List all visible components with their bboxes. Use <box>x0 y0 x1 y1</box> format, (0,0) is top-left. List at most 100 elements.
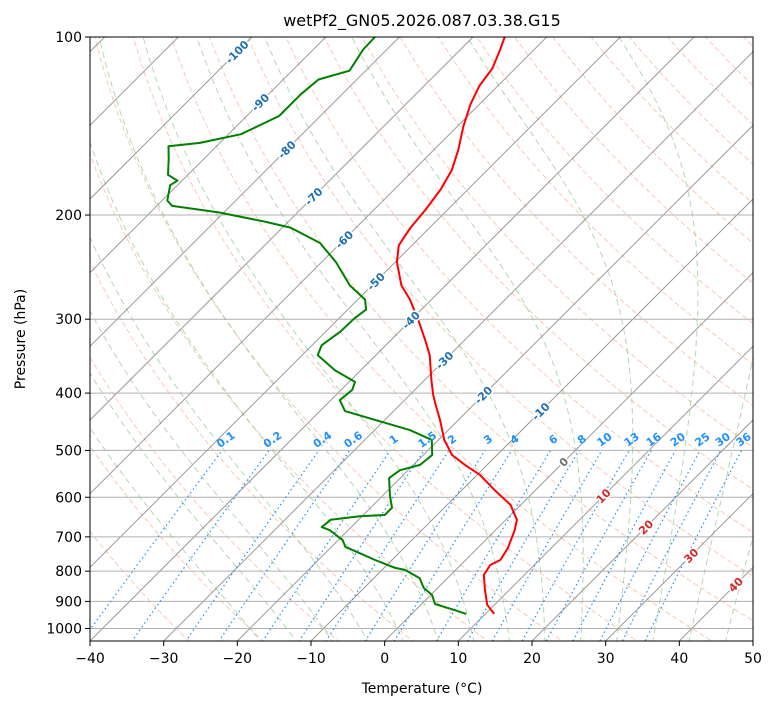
moist-adiabat <box>466 37 634 641</box>
dry-adiabat <box>399 37 753 407</box>
mixing-ratio-line <box>572 450 677 641</box>
plot-frame <box>89 36 754 642</box>
y-tick-label: 900 <box>55 594 82 610</box>
mixing-ratio-label: 16 <box>644 430 664 450</box>
isotherm-line <box>90 37 474 421</box>
dry-adiabat <box>437 37 753 365</box>
dry-adiabat <box>90 356 339 641</box>
mixing-ratio-line <box>435 450 552 641</box>
mixing-ratio-label: 0.1 <box>214 429 237 451</box>
x-tick-label: −10 <box>296 651 326 667</box>
isotherm-line <box>90 37 548 495</box>
moist-adiabat <box>688 355 753 641</box>
isotherm-line <box>604 492 753 641</box>
moist-adiabat <box>90 372 297 641</box>
y-tick-label: 600 <box>55 490 82 506</box>
traces <box>166 37 518 615</box>
mixing-ratio-label: 20 <box>668 430 688 450</box>
dry-adiabat <box>285 37 753 534</box>
isotherm-line <box>236 124 753 641</box>
moist-adiabat <box>90 310 333 641</box>
y-tick-label: 300 <box>55 312 82 328</box>
dry-adiabat <box>90 260 414 641</box>
dewpoint-trace <box>166 37 467 615</box>
mixing-ratio-line <box>491 450 603 641</box>
dry-adiabat <box>90 445 265 641</box>
mixing-ratio-label: 30 <box>713 430 733 450</box>
moist-adiabat <box>142 37 475 641</box>
dry-adiabat <box>590 37 753 205</box>
isotherm-line <box>90 37 622 569</box>
mixing-ratio-line <box>644 450 743 641</box>
y-tick-label: 1000 <box>46 621 82 637</box>
mixing-ratio-line <box>599 450 701 641</box>
y-tick-label: 500 <box>55 443 82 459</box>
moist-adiabat <box>98 37 440 641</box>
dry-adiabat <box>94 37 564 641</box>
mixing-ratio-label: 0.6 <box>342 429 366 451</box>
mixing-ratio-line <box>545 450 652 641</box>
x-tick-label: −30 <box>149 651 179 667</box>
mixing-ratio-line <box>298 450 425 641</box>
mixing-ratio-line <box>621 450 722 641</box>
dry-adiabat <box>90 530 190 641</box>
isotherm-label: -100 <box>223 38 252 67</box>
isotherm-line <box>90 37 327 274</box>
isotherm-line <box>90 37 695 641</box>
isotherm-line <box>90 37 253 200</box>
x-tick-label: 0 <box>380 651 389 667</box>
x-tick-label: 40 <box>670 651 688 667</box>
y-tick-label: 100 <box>55 30 82 46</box>
mixing-ratio-line <box>185 450 320 641</box>
isotherm-label: -60 <box>333 228 356 251</box>
mixing-ratio-line <box>325 450 450 641</box>
mixing-ratio-line <box>262 450 391 641</box>
isotherm-line <box>310 198 753 641</box>
background-lines <box>90 37 753 641</box>
mixing-ratio-label: 25 <box>693 430 713 449</box>
moist-adiabat <box>618 37 699 641</box>
isotherm-line <box>383 271 753 641</box>
y-tick-label: 400 <box>55 386 82 402</box>
moist-adiabat <box>90 140 404 641</box>
y-tick-label: 800 <box>55 564 82 580</box>
y-tick-label: 700 <box>55 530 82 546</box>
mixing-ratio-label: 6 <box>547 432 561 447</box>
isotherm-line <box>90 37 401 348</box>
chart-title: wetPf2_GN05.2026.087.03.38.G15 <box>283 11 561 31</box>
x-tick-label: 30 <box>597 651 615 667</box>
isotherm-line <box>457 345 753 641</box>
line-labels: 0.1 0.2 0.4 0.6 1 1.5 2 3 4 6 8 10 13 16 20 25 30 36-100-… <box>214 37 753 596</box>
mixing-ratio-line <box>393 450 513 641</box>
dry-adiabat <box>132 37 638 641</box>
mixing-ratio-line <box>90 450 223 631</box>
dry-adiabat <box>514 37 753 284</box>
x-axis: −40 −30 −20 −10 0 10 20 30 40 50 <box>75 641 762 667</box>
temperature-trace <box>395 37 518 615</box>
y-axis: 100 200 300 400 500 600 700 800 900 1000 <box>46 30 90 637</box>
y-axis-label: Pressure (hPa) <box>13 289 29 389</box>
x-tick-label: −40 <box>75 651 105 667</box>
moist-adiabat <box>264 37 546 641</box>
mixing-ratio-label: 10 <box>594 430 614 450</box>
y-tick-label: 200 <box>55 208 82 224</box>
x-tick-label: 50 <box>744 651 762 667</box>
dry-adiabat <box>667 37 753 126</box>
x-tick-label: 10 <box>449 651 467 667</box>
mixing-ratio-label: 13 <box>622 430 642 449</box>
x-tick-label: 20 <box>523 651 541 667</box>
mixing-ratio-line <box>521 450 630 641</box>
mixing-ratio-label: 3 <box>481 432 495 447</box>
moist-adiabat <box>90 426 261 641</box>
mixing-ratio-label: 0.4 <box>311 429 335 451</box>
x-tick-label: −20 <box>223 651 253 667</box>
mixing-ratio-line <box>131 450 270 641</box>
mixing-ratio-line <box>466 450 580 641</box>
isotherm-line <box>531 419 753 641</box>
moist-adiabat <box>725 534 753 641</box>
mixing-ratio-label: 0.2 <box>261 429 284 451</box>
dry-adiabat <box>170 37 713 641</box>
x-axis-label: Temperature (°C) <box>361 681 483 697</box>
dry-adiabat <box>323 37 753 491</box>
